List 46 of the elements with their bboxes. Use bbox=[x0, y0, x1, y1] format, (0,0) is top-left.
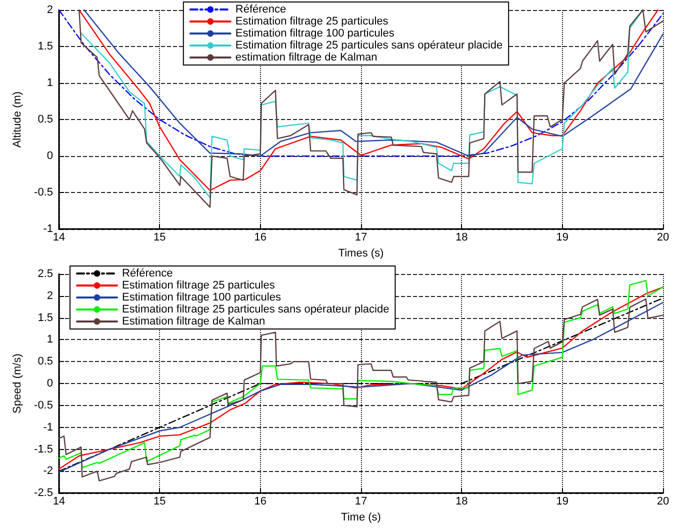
y-tick-label: 2.5 bbox=[38, 268, 53, 280]
y-tick-label: 2 bbox=[46, 4, 53, 16]
y-tick-label: 1 bbox=[46, 334, 53, 346]
x-tick-label: 18 bbox=[456, 496, 468, 508]
y-tick-label: 0.5 bbox=[38, 356, 53, 368]
legend-label: Estimation filtrage 25 particules sans opérateur placide bbox=[122, 304, 390, 316]
x-tick-label: 17 bbox=[354, 496, 368, 508]
y-tick-label: -1 bbox=[43, 223, 53, 236]
y-tick-label: -1.5 bbox=[34, 443, 53, 456]
legend-label: Estimation filtrage 100 particules bbox=[235, 28, 395, 40]
y-tick-label: 1.5 bbox=[38, 312, 53, 324]
y-axis-title: Speed (m/s) bbox=[12, 354, 24, 414]
x-axis-title: Times (s) bbox=[338, 248, 384, 260]
x-tick-label: 18 bbox=[456, 232, 468, 244]
y-tick-label: -0.5 bbox=[34, 186, 53, 199]
x-tick-label: 14 bbox=[52, 496, 66, 508]
x-tick-label: 17 bbox=[354, 232, 368, 244]
y-tick-label: -2 bbox=[43, 465, 53, 478]
legend-label: Estimation filtrage 25 particules bbox=[235, 16, 389, 28]
x-tick-label: 16 bbox=[254, 496, 266, 508]
legend-label: Estimation filtrage 25 particules sans opérateur placide bbox=[235, 40, 503, 52]
x-tick-label: 19 bbox=[556, 232, 568, 244]
legend-label: Référence bbox=[122, 268, 173, 280]
x-axis-title: Time (s) bbox=[341, 512, 381, 524]
legend-label: Estimation filtrage de Kalman bbox=[122, 316, 266, 328]
legend-label: Référence bbox=[235, 4, 286, 16]
y-tick-label: 2 bbox=[46, 290, 53, 302]
x-tick-label: 19 bbox=[556, 496, 568, 508]
legend-label: Estimation filtrage 100 particules bbox=[122, 292, 282, 304]
y-tick-label: 0 bbox=[46, 150, 53, 162]
y-tick-label: -2.5 bbox=[34, 487, 53, 500]
y-tick-label: 1 bbox=[46, 77, 53, 90]
y-tick-label: 0.5 bbox=[38, 114, 53, 126]
y-tick-label: 0 bbox=[46, 378, 53, 390]
x-tick-label: 20 bbox=[656, 496, 670, 508]
legend-label: Estimation filtrage 25 particules bbox=[122, 280, 276, 292]
y-tick-label: 1.5 bbox=[38, 40, 53, 53]
y-tick-label: -1 bbox=[43, 421, 53, 434]
x-tick-label: 15 bbox=[154, 496, 166, 508]
legend-label: estimation filtrage de Kalman bbox=[235, 52, 378, 64]
x-tick-label: 20 bbox=[656, 232, 670, 244]
y-tick-label: -0.5 bbox=[34, 399, 53, 412]
x-tick-label: 16 bbox=[254, 232, 266, 244]
x-tick-label: 15 bbox=[154, 232, 166, 244]
x-tick-label: 14 bbox=[52, 232, 66, 244]
y-axis-title: Altitude (m) bbox=[12, 91, 24, 148]
